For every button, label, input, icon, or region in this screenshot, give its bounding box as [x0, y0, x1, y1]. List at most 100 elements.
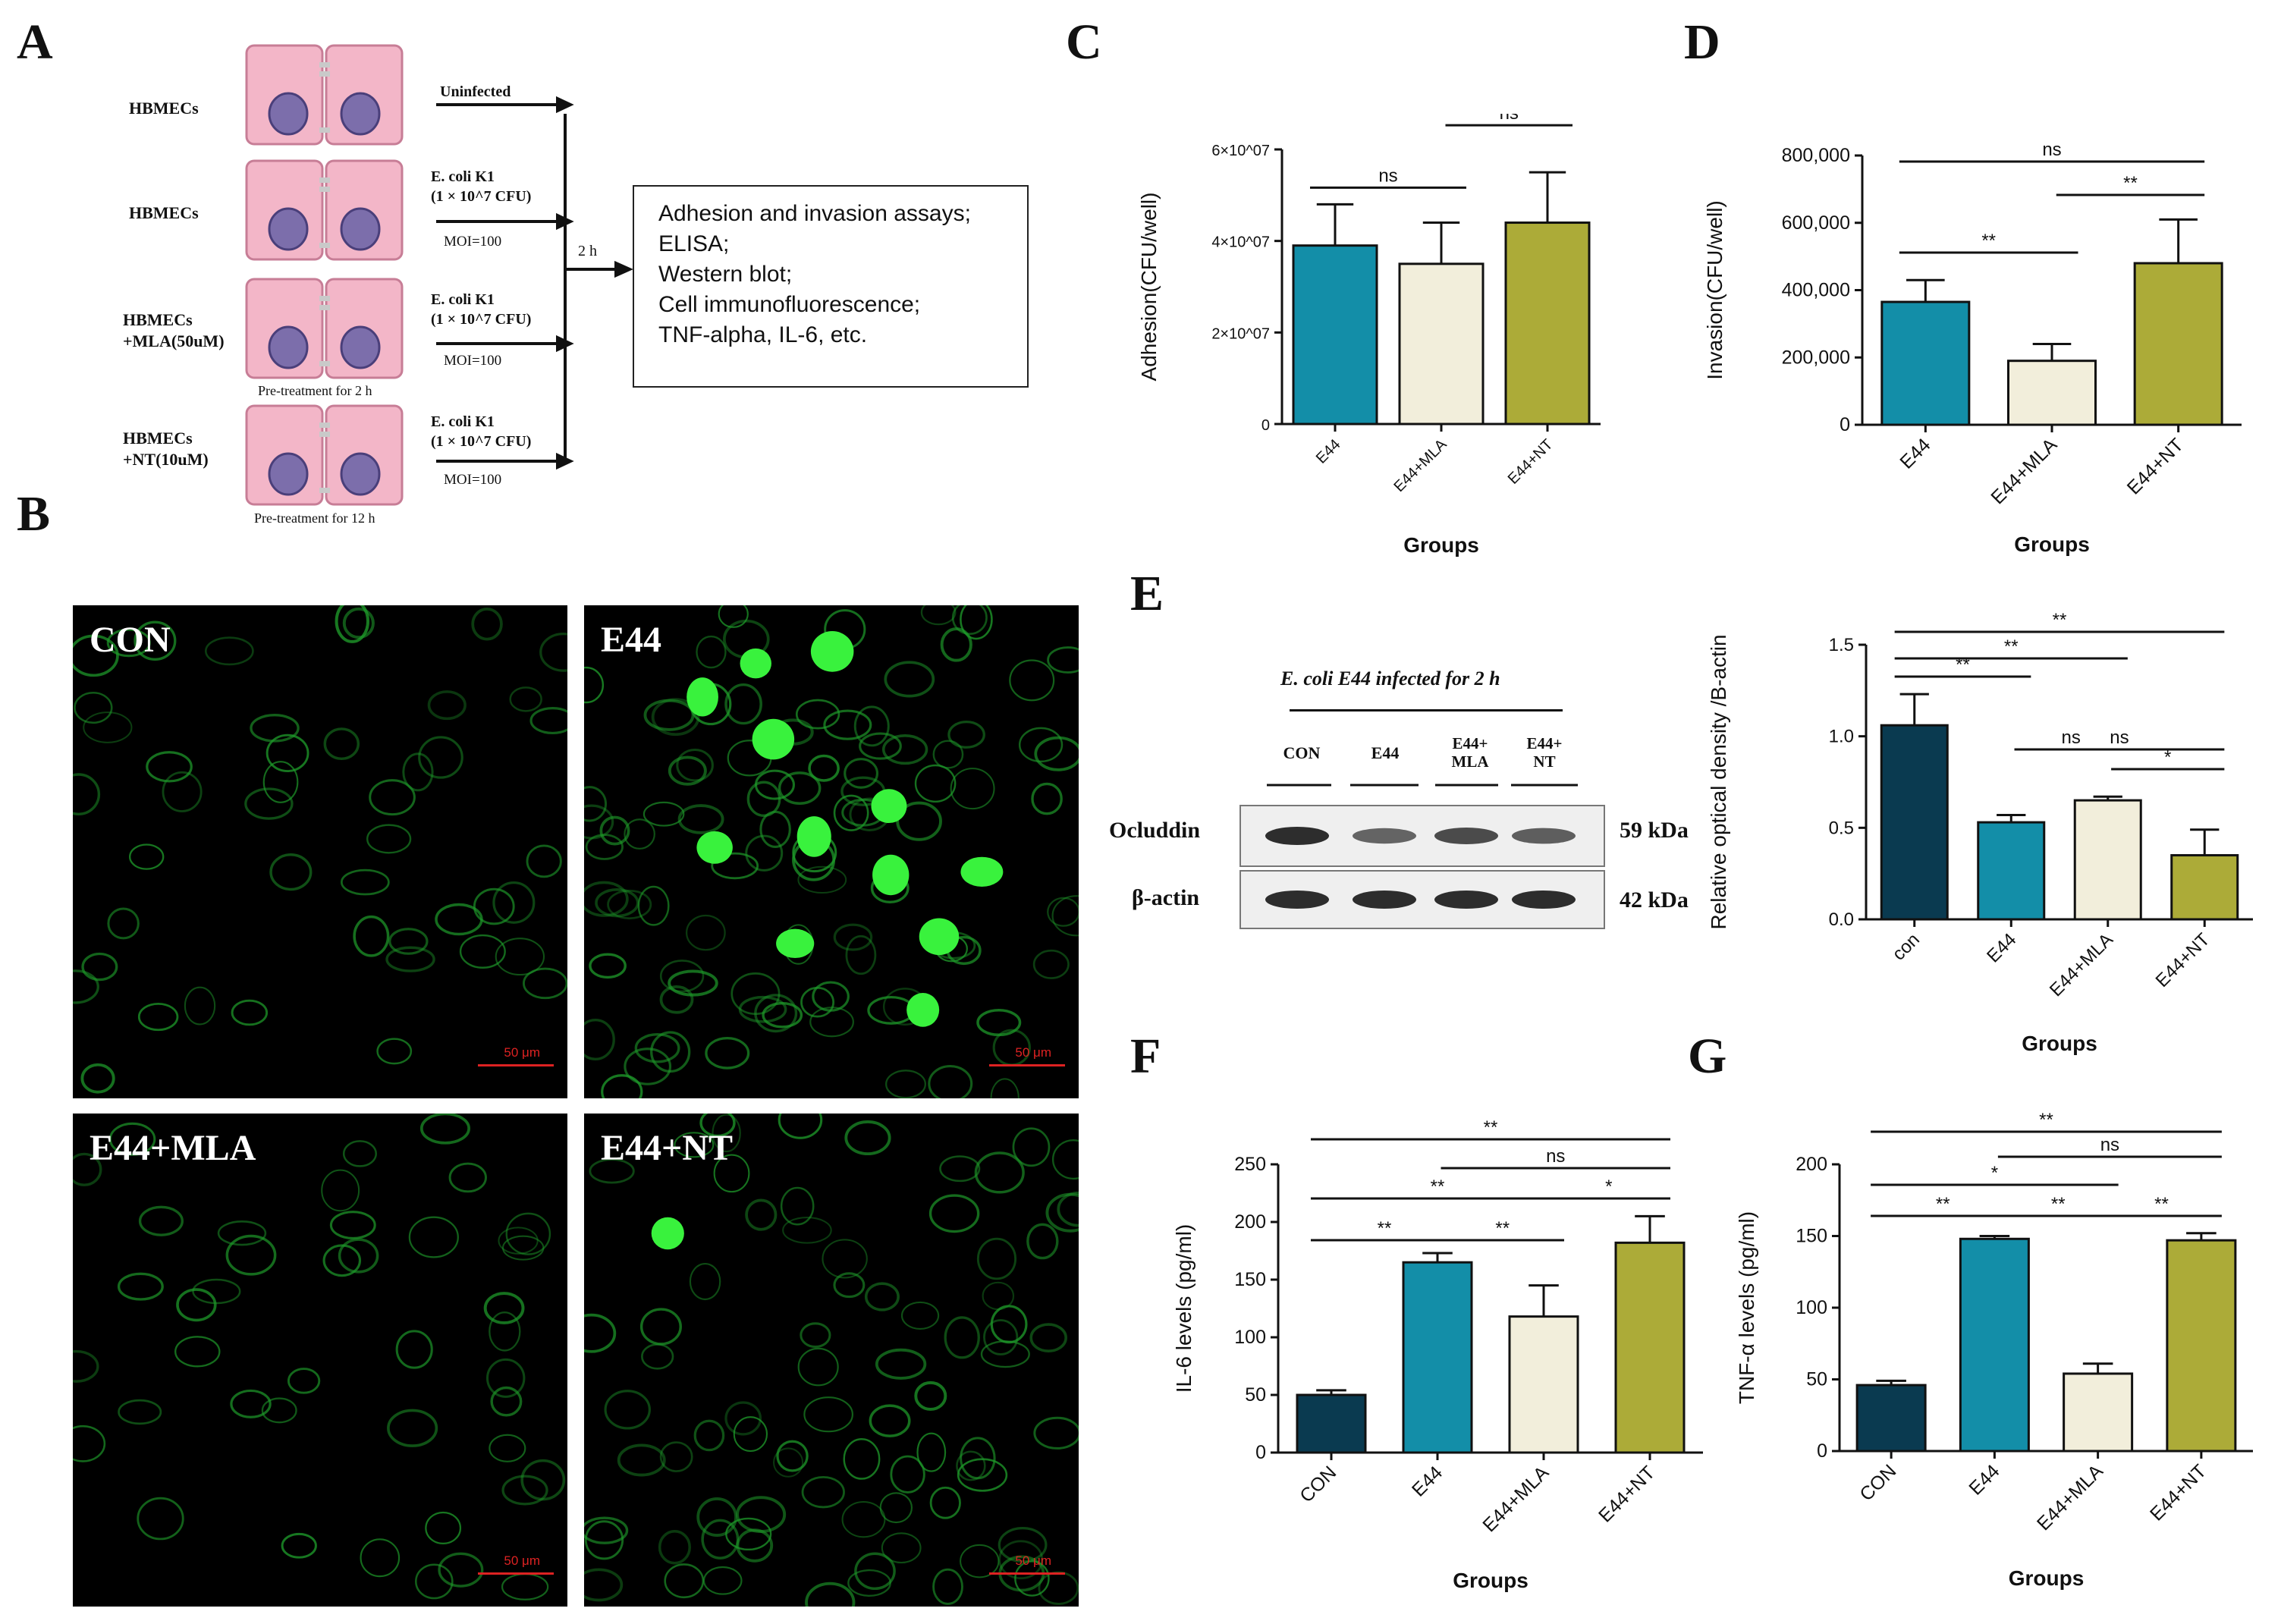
y-tick-label: 2×10^07: [1211, 325, 1270, 342]
cell-outline: [217, 1220, 267, 1246]
cell-outline: [960, 1437, 996, 1480]
cell-outline: [869, 1404, 911, 1437]
cell-outline: [589, 1158, 635, 1184]
assay-item: TNF-alpha, IL-6, etc.: [658, 322, 868, 347]
cell-outline: [658, 1529, 691, 1565]
blot-bands: [1265, 827, 1576, 909]
cell-outline: [329, 1211, 376, 1240]
cell-pair-row-2: [245, 159, 404, 261]
row-3-arrow-mid: (1 × 10^7 CFU): [431, 311, 532, 328]
y-tick-label: 800,000: [1782, 145, 1850, 166]
cell-outline: [809, 1007, 854, 1038]
cell-outline: [705, 1036, 750, 1070]
cell-outline: [509, 686, 542, 712]
cell-outline: [944, 1316, 980, 1359]
cell-outline: [624, 818, 655, 850]
cell-outline: [498, 1227, 539, 1255]
y-tick-label: 150: [1796, 1226, 1827, 1247]
y-tick-label: 0: [1255, 1442, 1266, 1463]
significance-label: **: [1431, 1176, 1445, 1197]
cell-outline: [639, 1308, 682, 1346]
band-size: 42 kDa: [1620, 887, 1689, 913]
cell-outline: [659, 960, 705, 993]
cell-outline: [928, 1194, 980, 1233]
cell-outline: [890, 1455, 925, 1494]
cell-outline: [80, 1063, 115, 1094]
bright-cell: [919, 918, 960, 956]
row-2-arrow-mid: (1 × 10^7 CFU): [431, 188, 532, 205]
cell-outline: [659, 985, 694, 1014]
cell-outline: [269, 853, 313, 891]
cell-outline: [956, 1450, 986, 1481]
significance-label: **: [2004, 636, 2019, 657]
y-tick-label: 0: [1840, 414, 1850, 435]
lane-label: CON: [1283, 743, 1321, 762]
y-axis-title: IL-6 levels (pg/ml): [1172, 1224, 1195, 1393]
cell-outline: [960, 1544, 1000, 1578]
x-tick-label: E44+NT: [1595, 1462, 1659, 1526]
cell-outline: [335, 605, 369, 643]
cell-outline: [338, 1238, 379, 1274]
cell-outline: [990, 1305, 1028, 1344]
row-3-arrow-top: E. coli K1: [431, 291, 495, 308]
significance-label: ns: [2100, 1135, 2119, 1155]
cell-outline: [129, 843, 165, 870]
micrograph-e44-mla-cells: [73, 1114, 566, 1600]
cell-outline: [990, 1078, 1020, 1098]
cell-outline: [879, 1492, 913, 1524]
cell-outline: [495, 938, 545, 976]
x-tick-label: E44: [1896, 434, 1934, 473]
micrograph-e44-nt-cells: [584, 1114, 1079, 1607]
cell-outline: [730, 972, 781, 1016]
cell-outline: [776, 1440, 809, 1472]
cell-outline: [490, 1386, 523, 1417]
cell-outline: [982, 1281, 1015, 1311]
lane-label: E44: [1371, 743, 1400, 762]
cell-outline: [685, 914, 726, 951]
cell-outline: [928, 1065, 973, 1098]
bright-cell: [651, 1217, 684, 1250]
cell-outline: [939, 1155, 981, 1183]
cell-outline: [689, 1262, 721, 1301]
cell-outline: [137, 1002, 179, 1032]
cell-outline: [73, 634, 119, 677]
cell-outline: [261, 1397, 297, 1424]
bar: [1402, 1261, 1473, 1454]
significance-label: ns: [1378, 165, 1397, 186]
scale-bar-label: 50 μm: [1015, 1553, 1051, 1568]
cell-outline: [250, 714, 300, 743]
cell-outline: [736, 1496, 787, 1533]
cell-outline: [823, 709, 872, 740]
y-tick-label: 0.5: [1829, 818, 1854, 838]
significance-label: ns: [2062, 727, 2081, 748]
cell-outline: [244, 787, 294, 820]
cell-outline: [745, 834, 784, 872]
row-4-arrow-top: E. coli K1: [431, 413, 495, 430]
scale-bar-label: 50 μm: [504, 1553, 540, 1568]
row-4-cell-label: HBMECs +NT(10uM): [123, 429, 209, 469]
y-tick-label: 200,000: [1782, 347, 1850, 368]
cell-outline: [281, 1532, 317, 1559]
x-axis-title: Groups: [2022, 1032, 2097, 1055]
cell-outline: [800, 986, 835, 1018]
cell-outline: [415, 1563, 454, 1600]
cell-outline: [162, 771, 203, 812]
y-tick-label: 100: [1796, 1297, 1827, 1318]
bar: [1977, 821, 2046, 921]
panel-a-schematic: [245, 44, 1029, 506]
cell-outline: [950, 768, 995, 810]
cell-outline: [974, 1151, 1025, 1194]
bright-cell: [960, 856, 1004, 887]
cell-outline: [584, 1516, 629, 1544]
y-tick-label: 250: [1234, 1154, 1266, 1175]
cell-outline: [526, 844, 562, 878]
band-name: Ocluddin: [1109, 818, 1201, 843]
cell-outline: [323, 727, 360, 761]
cell-outline: [773, 1447, 804, 1478]
cell-outline: [342, 1140, 377, 1167]
assays-list: Adhesion and invasion assays; ELISA; Wes…: [658, 199, 971, 350]
cell-pair-row-3: [245, 278, 404, 379]
bright-cell: [810, 631, 854, 672]
cell-outline: [520, 1459, 566, 1501]
